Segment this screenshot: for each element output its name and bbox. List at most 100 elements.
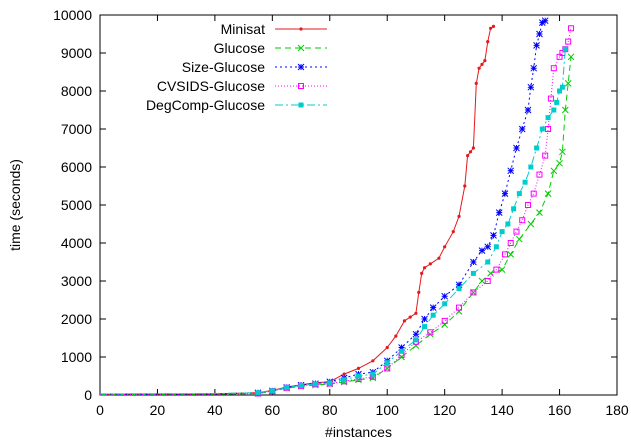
data-point bbox=[567, 53, 575, 61]
x-tick-label: 100 bbox=[376, 402, 400, 418]
data-point bbox=[544, 190, 552, 197]
data-point bbox=[427, 329, 434, 336]
y-tick-label: 4000 bbox=[61, 235, 92, 251]
data-point bbox=[478, 277, 486, 285]
data-point bbox=[562, 46, 568, 52]
data-point bbox=[568, 25, 575, 32]
data-point bbox=[420, 271, 424, 275]
data-point bbox=[485, 259, 491, 265]
y-tick-label: 3000 bbox=[61, 273, 92, 289]
legend-label: Minisat bbox=[221, 21, 265, 37]
data-point bbox=[470, 289, 477, 296]
data-point bbox=[428, 262, 432, 266]
data-point bbox=[413, 337, 419, 343]
data-point bbox=[493, 244, 499, 250]
x-tick-label: 40 bbox=[207, 402, 223, 418]
data-point bbox=[474, 81, 478, 85]
x-axis: 0 20 40 60 80 100 120 140 160 180 bbox=[96, 15, 629, 418]
data-point bbox=[501, 190, 509, 197]
legend-marker bbox=[298, 102, 304, 108]
data-point bbox=[550, 167, 558, 175]
data-point bbox=[466, 154, 470, 158]
data-point bbox=[536, 171, 543, 178]
data-point bbox=[489, 26, 493, 30]
data-point bbox=[524, 202, 531, 208]
data-point bbox=[442, 301, 448, 307]
data-point bbox=[516, 191, 522, 197]
data-point bbox=[528, 164, 534, 170]
data-point bbox=[312, 381, 318, 387]
data-point bbox=[507, 251, 515, 258]
y-axis: 0 1000 2000 3000 4000 5000 6000 7000 8000 9000 100… bbox=[53, 7, 617, 403]
data-point bbox=[524, 106, 532, 114]
data-point bbox=[490, 232, 497, 239]
y-tick-label: 8000 bbox=[61, 83, 92, 99]
data-point bbox=[371, 359, 375, 363]
series-4 bbox=[99, 46, 568, 396]
data-point bbox=[491, 24, 496, 28]
data-point bbox=[538, 19, 546, 26]
data-point bbox=[542, 152, 549, 159]
data-point bbox=[437, 256, 441, 260]
data-point bbox=[402, 319, 407, 323]
series-line bbox=[99, 20, 546, 395]
data-point bbox=[564, 80, 572, 87]
data-point bbox=[394, 334, 398, 338]
data-point bbox=[463, 184, 467, 188]
data-point bbox=[478, 247, 486, 254]
data-point bbox=[441, 317, 448, 324]
data-point bbox=[533, 42, 540, 49]
data-point bbox=[519, 217, 526, 224]
data-point bbox=[298, 383, 304, 388]
data-point bbox=[559, 84, 565, 90]
data-point bbox=[443, 245, 447, 249]
data-point bbox=[470, 258, 477, 266]
data-point bbox=[495, 209, 503, 216]
data-point bbox=[414, 311, 418, 315]
legend-marker bbox=[297, 44, 305, 52]
data-point bbox=[477, 66, 481, 70]
x-tick-label: 60 bbox=[265, 402, 281, 418]
legend-label: Size-Glucose bbox=[182, 59, 265, 75]
x-tick-label: 140 bbox=[490, 402, 514, 418]
x-axis-label: #instances bbox=[325, 424, 392, 440]
legend-item: DegComp-Glucose bbox=[146, 97, 327, 113]
x-tick-label: 80 bbox=[322, 402, 338, 418]
data-point bbox=[486, 40, 490, 44]
data-point bbox=[456, 286, 462, 292]
data-point bbox=[518, 125, 526, 133]
data-point bbox=[484, 278, 491, 284]
data-point bbox=[370, 371, 376, 377]
data-point bbox=[556, 159, 563, 167]
legend-label: CVSIDS-Glucose bbox=[157, 78, 265, 94]
data-point bbox=[565, 38, 572, 45]
data-point bbox=[511, 206, 517, 212]
legend-item: Minisat bbox=[221, 21, 327, 37]
data-point bbox=[384, 360, 390, 366]
legend-label: DegComp-Glucose bbox=[146, 97, 265, 113]
data-point bbox=[561, 106, 569, 114]
data-point bbox=[356, 366, 361, 370]
data-point bbox=[493, 266, 500, 273]
y-tick-label: 0 bbox=[84, 387, 92, 403]
data-point bbox=[385, 345, 389, 350]
data-point bbox=[498, 266, 506, 273]
data-point bbox=[483, 59, 487, 63]
data-point bbox=[341, 377, 347, 383]
legend-marker bbox=[298, 83, 304, 89]
data-point bbox=[534, 145, 540, 151]
data-point bbox=[470, 270, 476, 276]
series-2 bbox=[99, 17, 549, 397]
y-tick-label: 9000 bbox=[61, 45, 92, 61]
y-tick-label: 5000 bbox=[61, 197, 92, 213]
data-point bbox=[499, 229, 505, 235]
y-tick-label: 7000 bbox=[61, 121, 92, 137]
data-point bbox=[480, 62, 484, 66]
data-point bbox=[284, 384, 290, 390]
data-point bbox=[545, 126, 552, 132]
data-point bbox=[399, 348, 405, 354]
x-tick-label: 120 bbox=[433, 402, 457, 418]
x-tick-label: 180 bbox=[605, 402, 629, 418]
y-tick-label: 1000 bbox=[61, 349, 92, 365]
